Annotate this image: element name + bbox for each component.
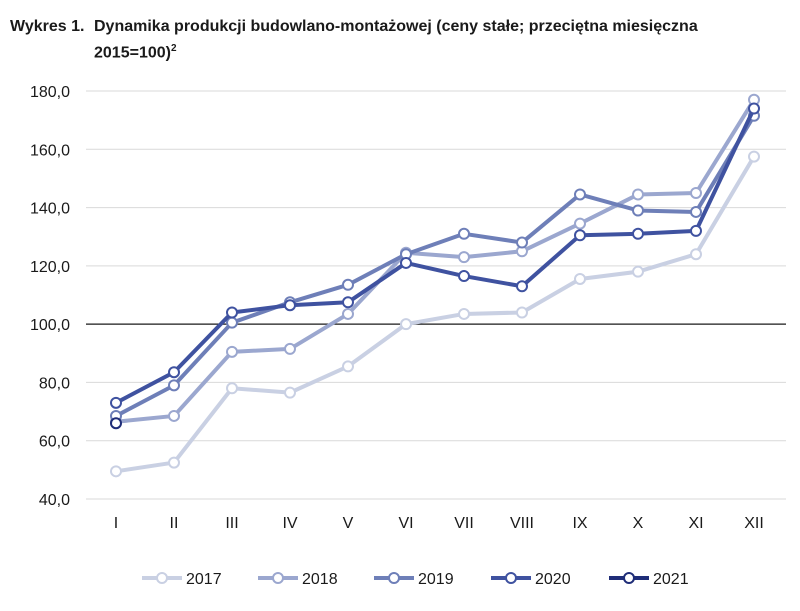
y-tick-label: 160,0 — [30, 142, 70, 159]
x-tick-label: VI — [398, 515, 413, 532]
y-tick-label: 40,0 — [39, 492, 70, 509]
y-tick-label: 80,0 — [39, 375, 70, 392]
legend-item: 2021 — [609, 571, 689, 588]
x-tick-label: IX — [572, 515, 587, 532]
data-point — [748, 102, 760, 115]
data-point — [574, 217, 586, 230]
legend-label: 2018 — [302, 571, 338, 588]
legend-label: 2019 — [418, 571, 454, 588]
data-point — [168, 409, 180, 422]
chart-title-block: Wykres 1. Dynamika produkcji budowlano-m… — [10, 16, 780, 64]
data-point — [342, 360, 354, 373]
data-point — [632, 265, 644, 278]
data-point — [458, 251, 470, 264]
y-tick-label: 100,0 — [30, 317, 70, 334]
data-point — [690, 248, 702, 261]
legend-label: 2017 — [186, 571, 222, 588]
legend-item: 2019 — [374, 571, 454, 588]
chart-title-text: Dynamika produkcji budowlano-montażowej … — [94, 18, 698, 62]
data-point — [284, 342, 296, 355]
series-2020 — [110, 102, 760, 409]
series-line — [114, 154, 756, 474]
legend-swatch-marker — [623, 572, 635, 584]
x-tick-label: IV — [282, 515, 297, 532]
data-point — [748, 150, 760, 163]
chart-number-label: Wykres 1. — [10, 18, 85, 35]
legend-swatch-marker — [388, 572, 400, 584]
data-point — [632, 188, 644, 201]
x-tick-label: III — [225, 515, 238, 532]
legend-item: 2017 — [142, 571, 222, 588]
x-tick-label: II — [170, 515, 179, 532]
x-axis-tick-labels: I II III IV V VI VII VIII IX X XI XII — [114, 515, 764, 532]
y-tick-label: 180,0 — [30, 84, 70, 101]
series-line — [114, 106, 756, 405]
data-point — [226, 345, 238, 358]
series-lines — [110, 93, 760, 478]
data-point — [400, 256, 412, 269]
data-point — [342, 307, 354, 320]
x-tick-label: X — [633, 515, 644, 532]
data-point — [516, 280, 528, 293]
data-point — [632, 227, 644, 240]
data-point — [168, 366, 180, 379]
data-point — [690, 205, 702, 218]
data-point — [574, 229, 586, 242]
legend: 2017 2018 2019 2020 2021 — [142, 571, 689, 588]
data-point — [342, 296, 354, 309]
data-point — [516, 236, 528, 249]
x-tick-label: XI — [688, 515, 703, 532]
data-point — [110, 417, 122, 430]
x-tick-label: VII — [454, 515, 474, 532]
data-point — [574, 272, 586, 285]
data-point — [226, 382, 238, 395]
data-point — [516, 306, 528, 319]
series-line — [114, 113, 756, 418]
data-point — [226, 316, 238, 329]
data-point — [632, 204, 644, 217]
chart-title: Dynamika produkcji budowlano-montażowej … — [94, 16, 780, 64]
legend-item: 2018 — [258, 571, 338, 588]
series-2017 — [110, 150, 760, 478]
data-point — [690, 187, 702, 199]
x-tick-label: I — [114, 515, 118, 532]
data-point — [284, 299, 296, 312]
data-point — [284, 386, 296, 399]
series-2021 — [110, 417, 122, 430]
legend-swatch-marker — [156, 572, 168, 584]
data-point — [168, 456, 180, 469]
x-tick-label: V — [343, 515, 354, 532]
data-point — [110, 465, 122, 478]
series-line — [114, 97, 756, 424]
data-point — [110, 396, 122, 409]
data-point — [690, 224, 702, 237]
data-point — [400, 318, 412, 331]
data-point — [342, 278, 354, 291]
legend-label: 2021 — [653, 571, 689, 588]
grid-lines — [86, 90, 786, 500]
y-axis-tick-labels: 40,0 60,0 80,0 100,0 120,0 140,0 160,0 180,0 — [30, 84, 70, 509]
data-point — [458, 270, 470, 283]
data-point — [168, 379, 180, 392]
series-2018 — [110, 93, 760, 428]
y-tick-label: 140,0 — [30, 201, 70, 218]
data-point — [574, 188, 586, 201]
y-tick-label: 60,0 — [39, 434, 70, 451]
data-point — [226, 306, 238, 319]
data-point — [458, 307, 470, 320]
legend-label: 2020 — [535, 571, 571, 588]
y-tick-label: 120,0 — [30, 259, 70, 276]
x-tick-label: XII — [744, 515, 764, 532]
x-tick-label: VIII — [510, 515, 534, 532]
legend-swatch-marker — [505, 572, 517, 584]
legend-swatch-marker — [272, 572, 284, 584]
legend-item: 2020 — [491, 571, 571, 588]
chart-title-footnote: 2 — [170, 43, 177, 54]
data-point — [458, 227, 470, 240]
